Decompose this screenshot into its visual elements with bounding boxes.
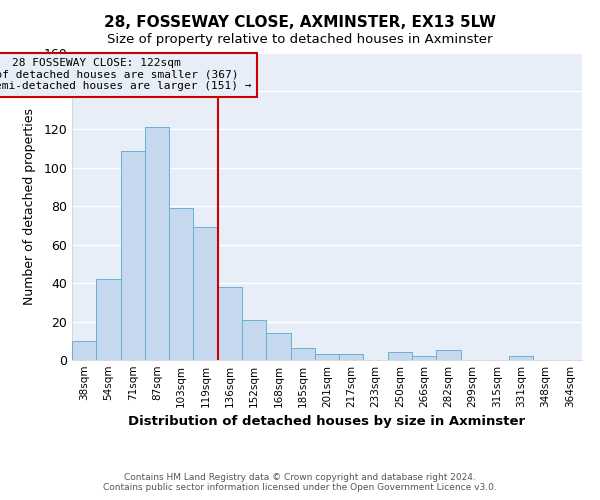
Bar [218, 287, 242, 360]
Text: 28 FOSSEWAY CLOSE: 122sqm
← 71% of detached houses are smaller (367)
29% of semi: 28 FOSSEWAY CLOSE: 122sqm ← 71% of detac… [0, 58, 251, 92]
Bar [436, 350, 461, 360]
Bar [315, 354, 339, 360]
Bar [412, 356, 436, 360]
Bar [169, 208, 193, 360]
Text: Size of property relative to detached houses in Axminster: Size of property relative to detached ho… [107, 32, 493, 46]
Bar [145, 128, 169, 360]
Bar [242, 320, 266, 360]
Y-axis label: Number of detached properties: Number of detached properties [23, 108, 37, 304]
Bar [96, 280, 121, 360]
Bar [72, 341, 96, 360]
Bar [388, 352, 412, 360]
Bar [193, 228, 218, 360]
Text: 28, FOSSEWAY CLOSE, AXMINSTER, EX13 5LW: 28, FOSSEWAY CLOSE, AXMINSTER, EX13 5LW [104, 15, 496, 30]
Bar [339, 354, 364, 360]
Bar [121, 150, 145, 360]
X-axis label: Distribution of detached houses by size in Axminster: Distribution of detached houses by size … [128, 416, 526, 428]
Bar [290, 348, 315, 360]
Bar [509, 356, 533, 360]
Bar [266, 333, 290, 360]
Text: Contains HM Land Registry data © Crown copyright and database right 2024.
Contai: Contains HM Land Registry data © Crown c… [103, 473, 497, 492]
